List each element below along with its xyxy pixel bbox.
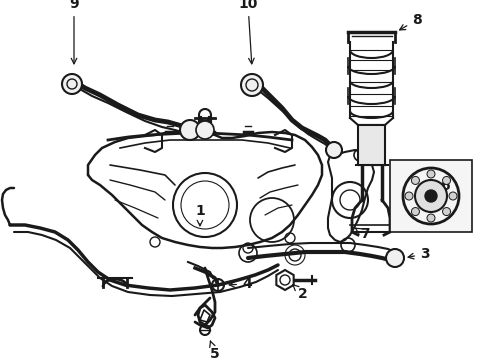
Circle shape — [449, 192, 457, 200]
Text: 2: 2 — [293, 285, 308, 301]
Circle shape — [427, 214, 435, 222]
Circle shape — [425, 190, 437, 202]
Circle shape — [196, 121, 214, 139]
Circle shape — [442, 208, 451, 216]
Circle shape — [442, 176, 451, 184]
Circle shape — [415, 180, 447, 212]
Bar — [390, 160, 472, 232]
Circle shape — [386, 249, 404, 267]
Circle shape — [326, 142, 342, 158]
Text: 7: 7 — [355, 227, 369, 241]
Text: 6: 6 — [434, 179, 450, 194]
Text: 4: 4 — [229, 277, 252, 291]
Bar — [358, 125, 385, 165]
Text: 3: 3 — [408, 247, 430, 261]
Text: 8: 8 — [400, 13, 422, 30]
Circle shape — [412, 176, 419, 184]
Circle shape — [405, 192, 413, 200]
Text: 9: 9 — [69, 0, 79, 64]
Circle shape — [412, 208, 419, 216]
Circle shape — [180, 120, 200, 140]
Text: 1: 1 — [195, 204, 205, 226]
Circle shape — [241, 74, 263, 96]
Text: 5: 5 — [210, 341, 220, 360]
Text: 10: 10 — [238, 0, 258, 64]
Circle shape — [62, 74, 82, 94]
Circle shape — [403, 168, 459, 224]
Circle shape — [427, 170, 435, 178]
